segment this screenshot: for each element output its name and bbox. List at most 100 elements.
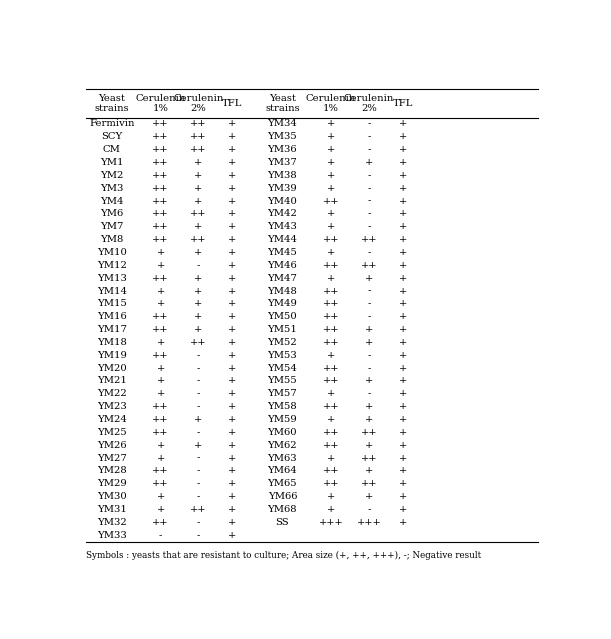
Text: ++: ++ (190, 235, 207, 244)
Text: ++: ++ (152, 158, 169, 167)
Text: +: + (156, 376, 165, 385)
Text: YM22: YM22 (97, 389, 126, 398)
Text: ++: ++ (323, 402, 339, 412)
Text: -: - (367, 286, 371, 295)
Text: Fermivin: Fermivin (89, 119, 134, 128)
Text: CM: CM (103, 145, 121, 154)
Text: +: + (399, 376, 408, 385)
Text: +: + (227, 145, 236, 154)
Text: Cerulenin
1%: Cerulenin 1% (136, 93, 186, 113)
Text: +: + (327, 389, 335, 398)
Text: YM65: YM65 (268, 479, 297, 488)
Text: +: + (399, 197, 408, 206)
Text: +: + (227, 376, 236, 385)
Text: YM35: YM35 (268, 132, 297, 141)
Text: +: + (227, 402, 236, 412)
Text: YM54: YM54 (268, 364, 298, 373)
Text: +: + (227, 132, 236, 141)
Text: +: + (399, 492, 408, 501)
Text: YM7: YM7 (100, 222, 123, 231)
Text: +: + (156, 300, 165, 309)
Text: -: - (367, 351, 371, 360)
Text: SCY: SCY (101, 132, 123, 141)
Text: -: - (367, 312, 371, 321)
Text: +: + (227, 441, 236, 450)
Text: YM59: YM59 (268, 415, 297, 424)
Text: -: - (367, 222, 371, 231)
Text: YM50: YM50 (268, 312, 297, 321)
Text: ++: ++ (360, 479, 377, 488)
Text: TFL: TFL (222, 99, 242, 108)
Text: +: + (194, 312, 203, 321)
Text: +: + (227, 300, 236, 309)
Text: +: + (227, 338, 236, 347)
Text: ++: ++ (152, 222, 169, 231)
Text: +: + (194, 171, 203, 180)
Text: -: - (367, 145, 371, 154)
Text: +: + (327, 183, 335, 193)
Text: ++: ++ (323, 300, 339, 309)
Text: YM23: YM23 (97, 402, 126, 412)
Text: YM62: YM62 (268, 441, 297, 450)
Text: +: + (227, 273, 236, 282)
Text: ++: ++ (152, 210, 169, 219)
Text: +: + (399, 145, 408, 154)
Text: +: + (156, 338, 165, 347)
Text: -: - (367, 364, 371, 373)
Text: YM33: YM33 (97, 531, 126, 540)
Text: YM18: YM18 (97, 338, 127, 347)
Text: +: + (399, 171, 408, 180)
Text: +: + (399, 402, 408, 412)
Text: +: + (194, 197, 203, 206)
Text: Yeast
strains: Yeast strains (265, 93, 299, 113)
Text: -: - (367, 132, 371, 141)
Text: YM48: YM48 (268, 286, 298, 295)
Text: +: + (399, 351, 408, 360)
Text: YM1: YM1 (100, 158, 123, 167)
Text: -: - (197, 376, 200, 385)
Text: +++: +++ (319, 518, 343, 527)
Text: +: + (399, 119, 408, 128)
Text: ++: ++ (323, 466, 339, 475)
Text: +: + (227, 505, 236, 514)
Text: +: + (327, 273, 335, 282)
Text: Cerulenin
2%: Cerulenin 2% (174, 93, 224, 113)
Text: +: + (365, 158, 373, 167)
Text: YM47: YM47 (268, 273, 298, 282)
Text: ++: ++ (152, 132, 169, 141)
Text: +: + (399, 479, 408, 488)
Text: -: - (197, 261, 200, 270)
Text: ++: ++ (152, 183, 169, 193)
Text: YM15: YM15 (97, 300, 127, 309)
Text: YM57: YM57 (268, 389, 297, 398)
Text: +: + (327, 248, 335, 257)
Text: YM29: YM29 (97, 479, 126, 488)
Text: YM55: YM55 (268, 376, 297, 385)
Text: +: + (227, 222, 236, 231)
Text: YM60: YM60 (268, 428, 297, 437)
Text: YM26: YM26 (97, 441, 126, 450)
Text: YM8: YM8 (100, 235, 123, 244)
Text: Cerulenin
1%: Cerulenin 1% (306, 93, 356, 113)
Text: YM28: YM28 (97, 466, 126, 475)
Text: -: - (367, 505, 371, 514)
Text: -: - (197, 402, 200, 412)
Text: YM63: YM63 (268, 454, 297, 463)
Text: +: + (227, 415, 236, 424)
Text: +: + (365, 376, 373, 385)
Text: +: + (327, 119, 335, 128)
Text: +: + (227, 210, 236, 219)
Text: ++: ++ (190, 505, 207, 514)
Text: +: + (365, 466, 373, 475)
Text: YM40: YM40 (268, 197, 298, 206)
Text: Symbols : yeasts that are resistant to culture; Area size (+, ++, +++), -; Negat: Symbols : yeasts that are resistant to c… (86, 551, 481, 560)
Text: +: + (194, 273, 203, 282)
Text: YM64: YM64 (268, 466, 297, 475)
Text: +: + (399, 415, 408, 424)
Text: +: + (327, 454, 335, 463)
Text: YM24: YM24 (97, 415, 127, 424)
Text: +: + (365, 325, 373, 334)
Text: ++: ++ (323, 261, 339, 270)
Text: YM49: YM49 (268, 300, 298, 309)
Text: YM16: YM16 (97, 312, 126, 321)
